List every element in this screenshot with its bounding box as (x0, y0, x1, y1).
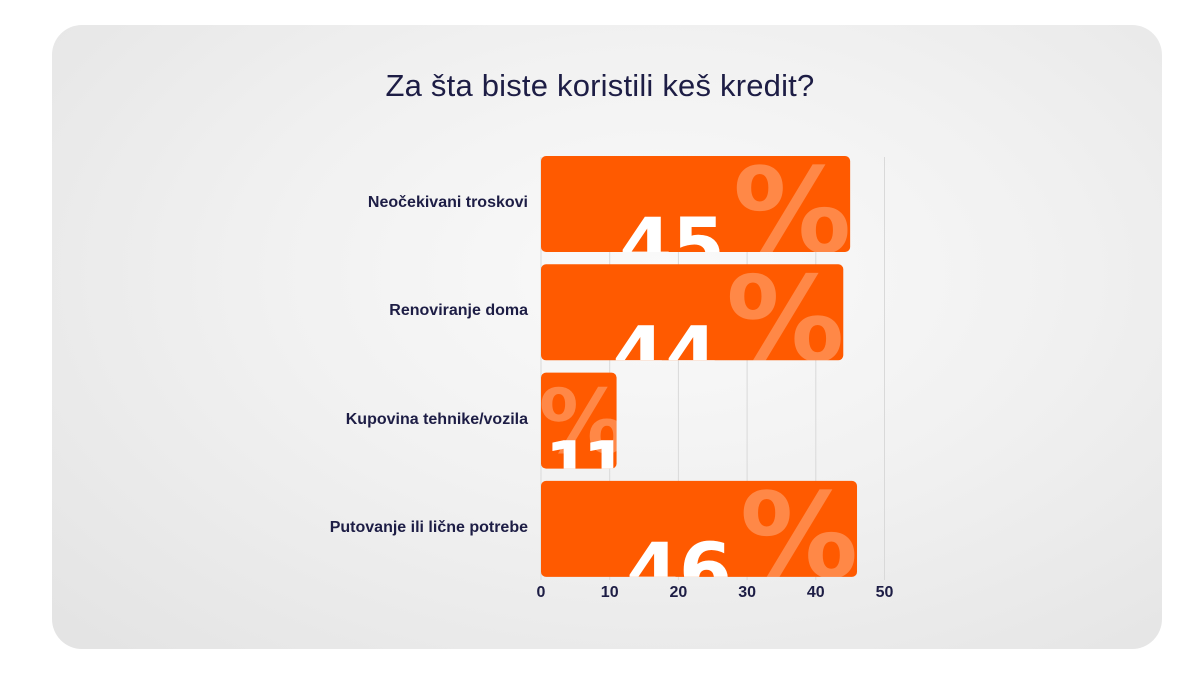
bar-value-label: 11 (545, 428, 625, 505)
bar (541, 156, 851, 252)
bar-value-label: 46 (626, 526, 732, 615)
category-label-2: Kupovina tehnike/vozila (345, 411, 528, 428)
bar-value-label: 44 (612, 309, 718, 398)
x-axis-ticks: 0 10 20 30 40 50 (537, 584, 894, 601)
x-tick-label: 40 (807, 584, 825, 601)
x-tick-label: 50 (876, 584, 894, 601)
percent-sign: % (740, 467, 858, 605)
bar-group: %46 (541, 467, 858, 615)
category-label-1: Renoviranje doma (389, 302, 528, 319)
category-label-3: Putovanje ili lične potrebe (329, 519, 528, 536)
x-tick-label: 0 (537, 584, 546, 601)
bar (541, 372, 617, 469)
bars: %45%44%11%46 (539, 142, 858, 615)
bar (541, 480, 858, 577)
x-tick-label: 30 (738, 584, 756, 601)
bar-group: %45 (541, 142, 851, 290)
percent-sign: % (726, 250, 844, 388)
x-tick-label: 10 (601, 584, 619, 601)
bar-group: %11 (539, 371, 627, 505)
chart-title: Za šta biste koristili keš kredit? (385, 68, 815, 103)
category-label-0: Neočekivani troskovi (367, 194, 528, 211)
bar-group: %44 (541, 250, 844, 398)
percent-sign: % (733, 142, 851, 280)
bar (541, 264, 844, 361)
bar-value-label: 45 (619, 201, 725, 290)
percent-sign: % (539, 371, 627, 474)
x-tick-label: 20 (670, 584, 688, 601)
